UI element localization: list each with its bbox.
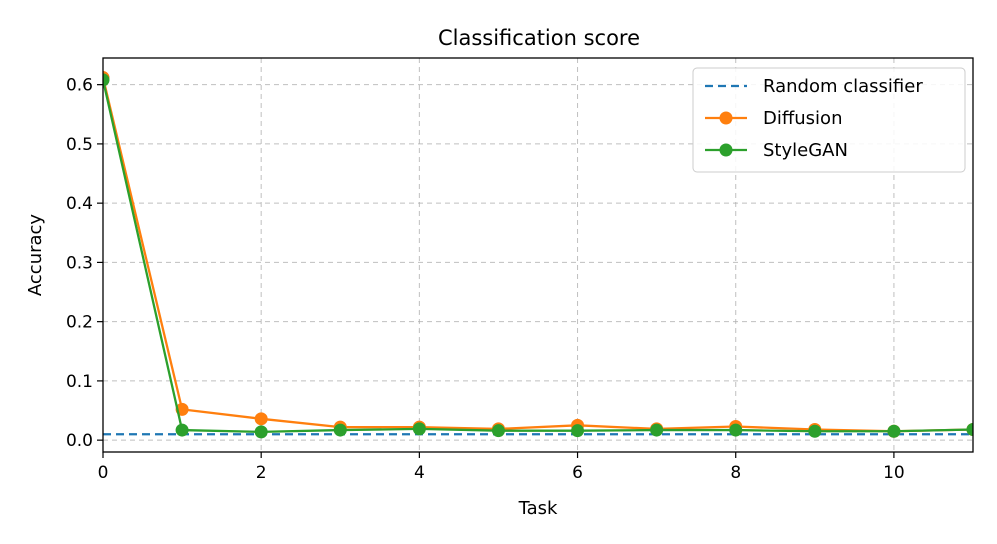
chart-title: Classification score <box>438 26 640 50</box>
legend-label-diffusion: Diffusion <box>763 108 842 129</box>
x-tick-label: 4 <box>414 463 425 483</box>
x-tick-label: 0 <box>98 463 109 483</box>
series-line-stylegan <box>103 79 973 434</box>
legend-label-random-classifier: Random classifier <box>763 76 923 97</box>
y-tick-label: 0.6 <box>66 76 93 96</box>
data-point-diffusion <box>254 412 268 426</box>
x-tick-label: 6 <box>572 463 583 483</box>
legend-box <box>692 67 966 173</box>
y-tick-label: 0.5 <box>66 135 93 155</box>
data-point-stylegan <box>103 73 110 87</box>
data-point-stylegan <box>571 424 585 438</box>
legend: Random classifier Diffusion StyleGAN <box>692 67 966 173</box>
data-point-stylegan <box>412 422 426 436</box>
plot-frame <box>102 57 974 453</box>
axis-ticks: 0 2 4 6 8 10 0.0 0.1 0.2 0.3 0.4 0.5 0.6 <box>66 76 905 483</box>
x-tick-label: 10 <box>883 463 905 483</box>
data-point-stylegan <box>254 425 268 439</box>
data-point-stylegan <box>491 424 505 438</box>
data-point-stylegan <box>808 424 822 438</box>
y-tick-label: 0.0 <box>66 431 93 451</box>
y-tick-label: 0.2 <box>66 313 93 333</box>
data-point-stylegan <box>887 424 901 438</box>
x-tick-label: 8 <box>730 463 741 483</box>
y-tick-label: 0.4 <box>66 194 93 214</box>
legend-marker-diffusion <box>719 111 733 125</box>
series-layer <box>103 71 973 439</box>
y-tick-label: 0.3 <box>66 253 93 273</box>
data-point-stylegan <box>175 423 189 437</box>
legend-label-stylegan: StyleGAN <box>763 140 848 161</box>
data-point-stylegan <box>966 422 973 436</box>
y-tick-label: 0.1 <box>66 372 93 392</box>
data-point-stylegan <box>650 423 664 437</box>
series-stylegan <box>103 73 973 439</box>
y-axis-label: Accuracy <box>25 214 46 297</box>
x-tick-label: 2 <box>256 463 267 483</box>
data-point-stylegan <box>333 423 347 437</box>
series-line-diffusion <box>103 77 973 433</box>
data-point-stylegan <box>729 423 743 437</box>
x-axis-label: Task <box>518 498 558 519</box>
legend-marker-stylegan <box>719 143 733 157</box>
